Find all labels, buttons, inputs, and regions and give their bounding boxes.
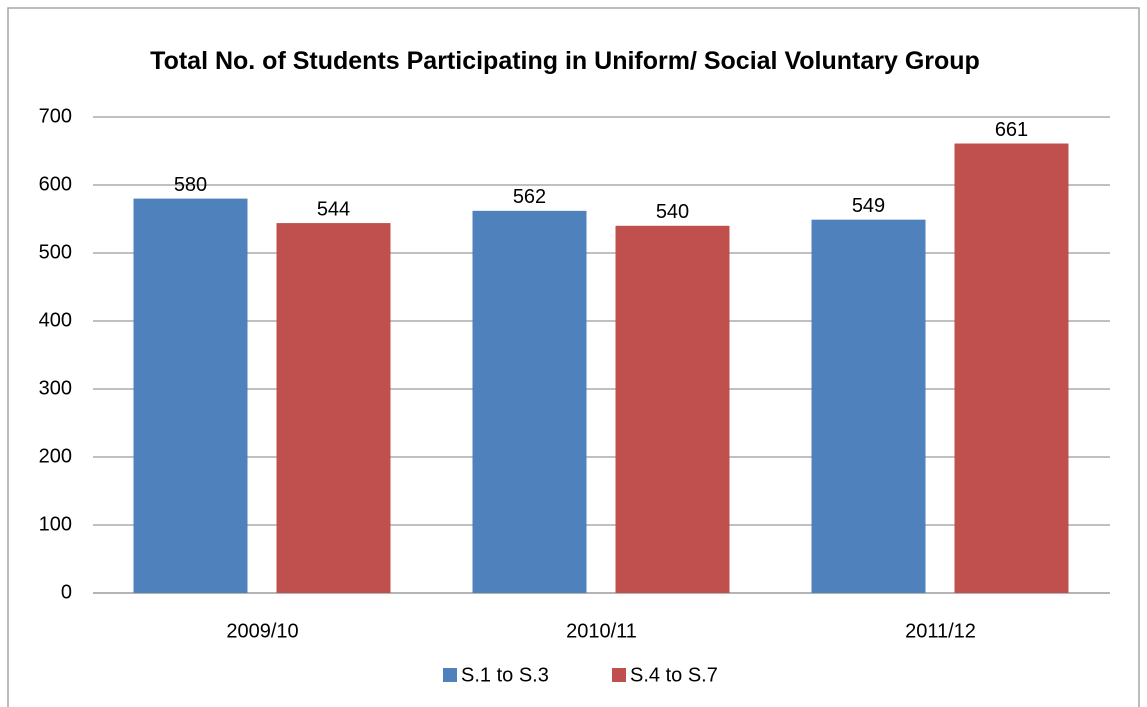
x-tick-label: 2011/12 xyxy=(905,620,976,642)
value-label: 549 xyxy=(852,195,885,217)
legend-label: S.4 to S.7 xyxy=(630,664,718,686)
legend-swatch xyxy=(612,668,626,682)
value-label: 661 xyxy=(995,119,1028,141)
bar xyxy=(811,219,926,593)
bar xyxy=(276,223,391,593)
y-tick-label: 0 xyxy=(61,581,72,603)
legend-swatch xyxy=(443,668,457,682)
value-label: 544 xyxy=(317,198,350,220)
bar xyxy=(133,198,248,593)
y-tick-label: 200 xyxy=(39,445,72,467)
chart-frame xyxy=(7,7,1140,707)
value-label: 562 xyxy=(513,186,546,208)
chart-title: Total No. of Students Participating in U… xyxy=(150,47,980,75)
legend-label: S.1 to S.3 xyxy=(461,664,549,686)
bar xyxy=(954,143,1069,593)
value-label: 580 xyxy=(174,174,207,196)
y-tick-label: 400 xyxy=(39,309,72,331)
y-tick-label: 300 xyxy=(39,377,72,399)
bar xyxy=(615,225,730,594)
y-tick-label: 600 xyxy=(39,173,72,195)
bar xyxy=(472,210,587,593)
x-tick-label: 2009/10 xyxy=(226,620,298,642)
y-tick-label: 500 xyxy=(39,241,72,263)
x-tick-label: 2010/11 xyxy=(566,620,637,642)
y-tick-label: 100 xyxy=(39,513,72,535)
value-label: 540 xyxy=(656,201,689,223)
y-tick-label: 700 xyxy=(39,105,72,127)
